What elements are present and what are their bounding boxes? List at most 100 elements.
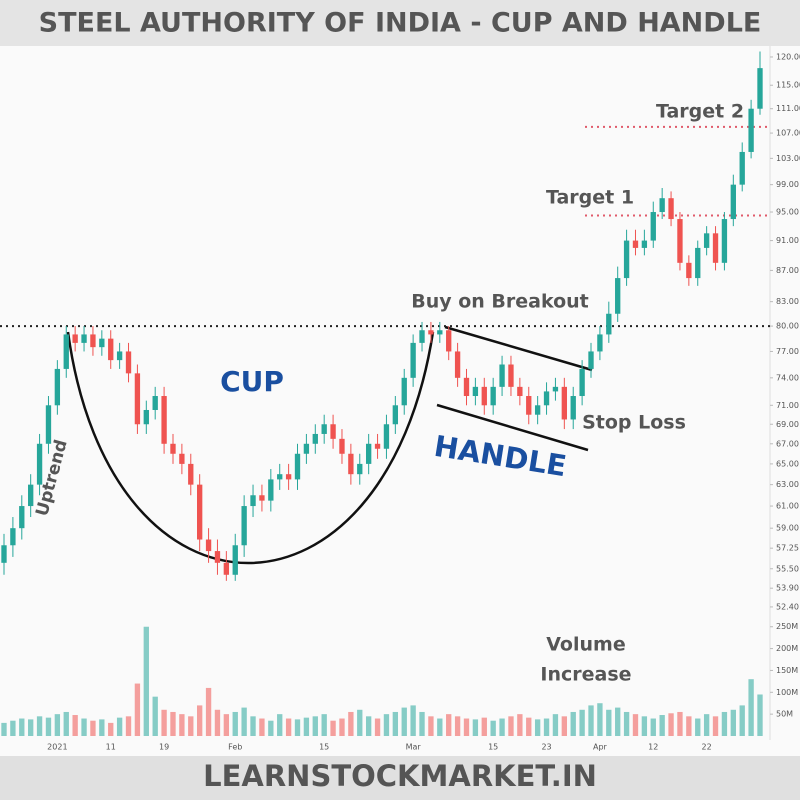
- candle-body: [1, 545, 7, 563]
- y-tick-label: 99.00: [776, 180, 799, 189]
- candle-body: [490, 386, 496, 406]
- volume-bar: [54, 714, 61, 736]
- candle-body: [152, 396, 158, 410]
- candle-body: [81, 334, 87, 343]
- y2-tick-label: 250M: [776, 622, 798, 631]
- volume-bar: [454, 716, 461, 736]
- volume-bar: [188, 716, 194, 736]
- volume-bar: [1, 722, 7, 736]
- volume-bar: [481, 717, 487, 736]
- volume-bar: [285, 718, 292, 736]
- y-tick-label: 80.00: [776, 322, 799, 331]
- y2-tick-label: 100M: [776, 688, 798, 697]
- x-tick-label: Feb: [228, 743, 242, 752]
- volume-bar: [10, 720, 16, 736]
- y-tick-label: 115.00: [776, 81, 800, 90]
- candle-body: [606, 313, 612, 335]
- volume-bar: [472, 719, 479, 736]
- volume-bar: [223, 714, 230, 736]
- candle-body: [454, 351, 461, 378]
- volume-note: Increase: [540, 664, 631, 686]
- candle-body: [623, 240, 630, 279]
- candle-body: [125, 351, 132, 374]
- volume-bar: [312, 716, 318, 736]
- volume-bar: [374, 718, 381, 736]
- x-tick-label: 15: [488, 743, 498, 752]
- candle-body: [339, 438, 345, 454]
- volume-bar: [606, 709, 612, 736]
- chart-title: STEEL AUTHORITY OF INDIA - CUP AND HANDL…: [39, 8, 762, 39]
- volume-bar: [268, 720, 274, 736]
- volume-bar: [579, 709, 585, 736]
- candle-body: [116, 351, 123, 361]
- volume-bar: [543, 718, 550, 736]
- candle-body: [268, 479, 274, 501]
- candle-body: [365, 443, 372, 464]
- candle-body: [419, 330, 425, 343]
- volume-bar: [357, 709, 363, 736]
- candle-body: [277, 474, 283, 480]
- candle-body: [463, 377, 470, 397]
- candle-body: [90, 334, 96, 348]
- volume-bar: [650, 718, 656, 736]
- volume-bar: [277, 714, 283, 736]
- volume-bar: [36, 716, 43, 736]
- volume-bar: [437, 718, 443, 736]
- volume-bar: [499, 718, 505, 736]
- candle-body: [134, 373, 141, 425]
- candle-body: [588, 351, 594, 369]
- footer: LEARNSTOCKMARKET.IN: [203, 759, 597, 793]
- volume-bar: [72, 715, 78, 736]
- candle-body: [632, 240, 639, 248]
- candle-body: [28, 484, 34, 507]
- target1-label: Target 1: [546, 187, 634, 209]
- title-band: [0, 0, 800, 46]
- candle-body: [188, 463, 194, 485]
- x-tick-label: Apr: [593, 743, 608, 752]
- y-tick-label: 77.00: [776, 347, 799, 356]
- volume-bar: [330, 720, 336, 736]
- target2-label: Target 2: [656, 101, 744, 123]
- volume-bar: [19, 718, 25, 736]
- candle-body: [205, 539, 212, 552]
- volume-bar: [552, 714, 559, 736]
- volume-bar: [428, 716, 434, 736]
- handle-lower-line: [436, 403, 589, 452]
- volume-bar: [339, 718, 345, 736]
- candle-body: [579, 368, 585, 397]
- candle-body: [285, 474, 292, 480]
- volume-bar: [179, 714, 185, 736]
- candle-body: [677, 219, 683, 263]
- candle-body: [437, 330, 443, 335]
- candle-body: [161, 396, 167, 444]
- candle-body: [721, 219, 728, 263]
- candle-body: [143, 409, 149, 425]
- candle-body: [695, 247, 701, 279]
- candle-body: [259, 495, 265, 501]
- y-tick-label: 103.00: [776, 154, 800, 163]
- volume-bar: [668, 713, 674, 736]
- volume-bar: [597, 703, 603, 736]
- candle-body: [250, 495, 256, 507]
- candle-body: [10, 528, 16, 546]
- candle-body: [543, 391, 550, 406]
- volume-bar: [561, 716, 567, 736]
- y-tick-label: 95.00: [776, 208, 799, 217]
- volume-bar: [205, 687, 212, 736]
- y-tick-label: 53.90: [776, 584, 799, 593]
- volume-bar: [116, 717, 123, 736]
- volume-bar: [446, 714, 452, 736]
- candle-body: [526, 396, 532, 415]
- candle-body: [508, 364, 514, 387]
- volume-bar: [748, 679, 754, 736]
- y-tick-label: 71.00: [776, 401, 799, 410]
- volume-bar: [757, 694, 763, 736]
- stop-loss-label: Stop Loss: [582, 412, 686, 434]
- volume-bar: [526, 717, 532, 736]
- volume-bar: [677, 711, 683, 736]
- volume-bar: [534, 719, 541, 736]
- y-tick-label: 61.00: [776, 502, 799, 511]
- candle-body: [63, 334, 69, 369]
